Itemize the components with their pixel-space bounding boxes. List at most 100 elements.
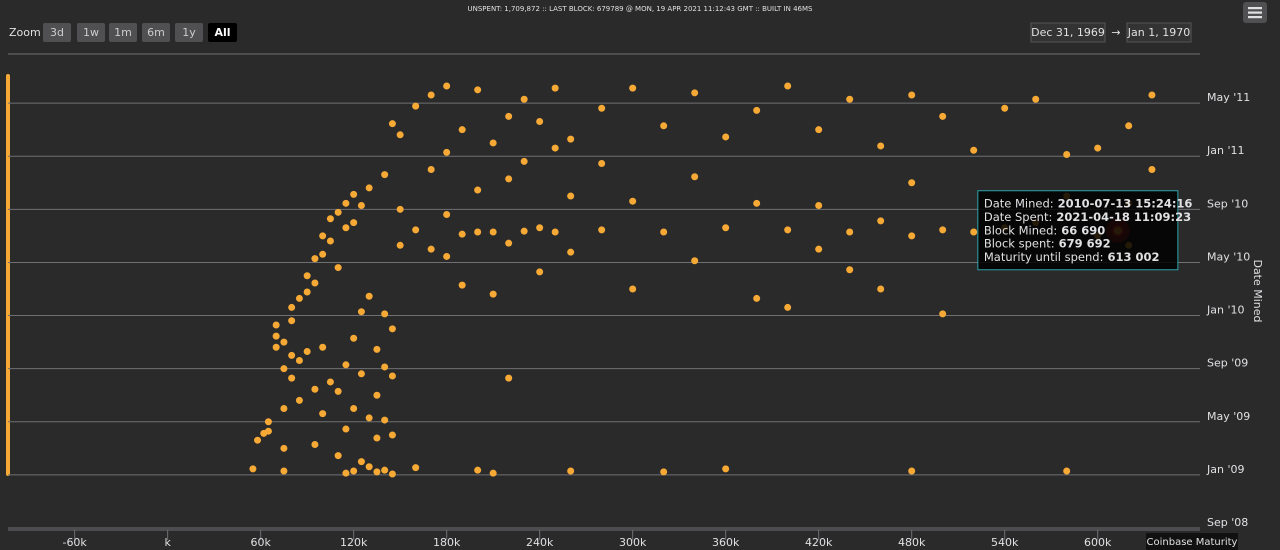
point[interactable]	[365, 292, 373, 300]
point[interactable]	[1148, 166, 1156, 173]
point[interactable]	[629, 197, 637, 205]
point[interactable]	[598, 226, 606, 234]
point[interactable]	[536, 224, 544, 232]
point[interactable]	[660, 228, 668, 236]
point[interactable]	[280, 405, 288, 412]
zoom-button-label[interactable]: 6m	[147, 26, 165, 39]
point[interactable]	[272, 321, 280, 329]
point[interactable]	[520, 227, 528, 235]
point[interactable]	[388, 120, 396, 128]
point[interactable]	[288, 303, 296, 311]
point[interactable]	[311, 255, 319, 263]
point[interactable]	[264, 418, 272, 426]
point[interactable]	[427, 245, 435, 253]
point[interactable]	[388, 325, 396, 333]
point[interactable]	[288, 351, 296, 359]
point[interactable]	[412, 226, 420, 234]
point[interactable]	[474, 186, 482, 194]
point[interactable]	[489, 139, 497, 147]
point[interactable]	[357, 308, 365, 316]
point[interactable]	[443, 82, 451, 90]
point[interactable]	[280, 467, 288, 475]
point[interactable]	[334, 208, 342, 216]
zoom-button-label[interactable]: 1y	[182, 26, 196, 39]
point[interactable]	[970, 228, 978, 236]
point[interactable]	[412, 102, 420, 110]
point[interactable]	[427, 166, 435, 173]
point[interactable]	[474, 228, 482, 236]
range-to-box[interactable]	[1126, 22, 1192, 43]
point[interactable]	[815, 201, 823, 209]
point[interactable]	[342, 199, 350, 207]
point[interactable]	[357, 201, 365, 209]
point[interactable]	[295, 294, 303, 302]
point[interactable]	[520, 157, 528, 165]
point[interactable]	[598, 160, 606, 168]
point[interactable]	[629, 84, 637, 92]
point[interactable]	[342, 469, 350, 477]
point[interactable]	[311, 279, 319, 287]
point[interactable]	[319, 343, 327, 351]
point[interactable]	[474, 466, 482, 474]
point[interactable]	[381, 363, 389, 371]
point[interactable]	[567, 192, 575, 200]
point[interactable]	[722, 133, 730, 141]
point[interactable]	[295, 396, 303, 404]
range-to[interactable]: Jan 1, 1970	[1127, 26, 1190, 39]
point[interactable]	[567, 248, 575, 256]
point[interactable]	[691, 257, 699, 265]
point[interactable]	[288, 317, 296, 325]
point[interactable]	[280, 338, 288, 346]
point[interactable]	[280, 444, 288, 452]
zoom-button[interactable]	[142, 23, 170, 42]
point[interactable]	[1063, 467, 1071, 475]
point[interactable]	[458, 126, 466, 134]
point[interactable]	[311, 385, 319, 393]
point[interactable]	[1148, 91, 1156, 99]
point[interactable]	[598, 104, 606, 112]
zoom-button[interactable]	[77, 23, 105, 42]
point[interactable]	[505, 112, 513, 120]
point[interactable]	[396, 205, 404, 213]
point[interactable]	[753, 294, 761, 302]
point[interactable]	[288, 374, 296, 382]
point[interactable]	[381, 466, 389, 474]
point[interactable]	[373, 391, 381, 399]
point[interactable]	[373, 468, 381, 476]
point[interactable]	[373, 434, 381, 442]
point[interactable]	[388, 431, 396, 439]
point[interactable]	[334, 387, 342, 395]
point[interactable]	[567, 467, 575, 475]
point[interactable]	[326, 215, 334, 223]
point[interactable]	[1094, 144, 1102, 152]
point[interactable]	[381, 416, 389, 424]
point[interactable]	[381, 310, 389, 318]
zoom-button[interactable]	[109, 23, 137, 42]
point[interactable]	[1001, 104, 1009, 112]
point[interactable]	[846, 95, 854, 103]
zoom-button-label[interactable]: 3d	[50, 26, 64, 39]
range-from-box[interactable]	[1030, 22, 1106, 43]
point[interactable]	[908, 467, 916, 475]
point[interactable]	[908, 179, 916, 187]
point[interactable]	[272, 343, 280, 351]
point[interactable]	[784, 82, 792, 90]
point[interactable]	[427, 91, 435, 99]
point[interactable]	[350, 190, 358, 198]
point[interactable]	[319, 410, 327, 418]
point[interactable]	[784, 303, 792, 311]
zoom-button[interactable]	[208, 23, 237, 42]
point[interactable]	[458, 281, 466, 289]
point[interactable]	[489, 290, 497, 298]
point[interactable]	[443, 252, 451, 260]
point[interactable]	[311, 440, 319, 448]
point[interactable]	[357, 370, 365, 378]
point[interactable]	[326, 237, 334, 245]
point[interactable]	[722, 465, 730, 473]
point[interactable]	[660, 122, 668, 130]
point[interactable]	[753, 106, 761, 114]
point[interactable]	[443, 210, 451, 218]
point[interactable]	[489, 228, 497, 236]
point[interactable]	[365, 184, 373, 192]
point[interactable]	[908, 91, 916, 99]
